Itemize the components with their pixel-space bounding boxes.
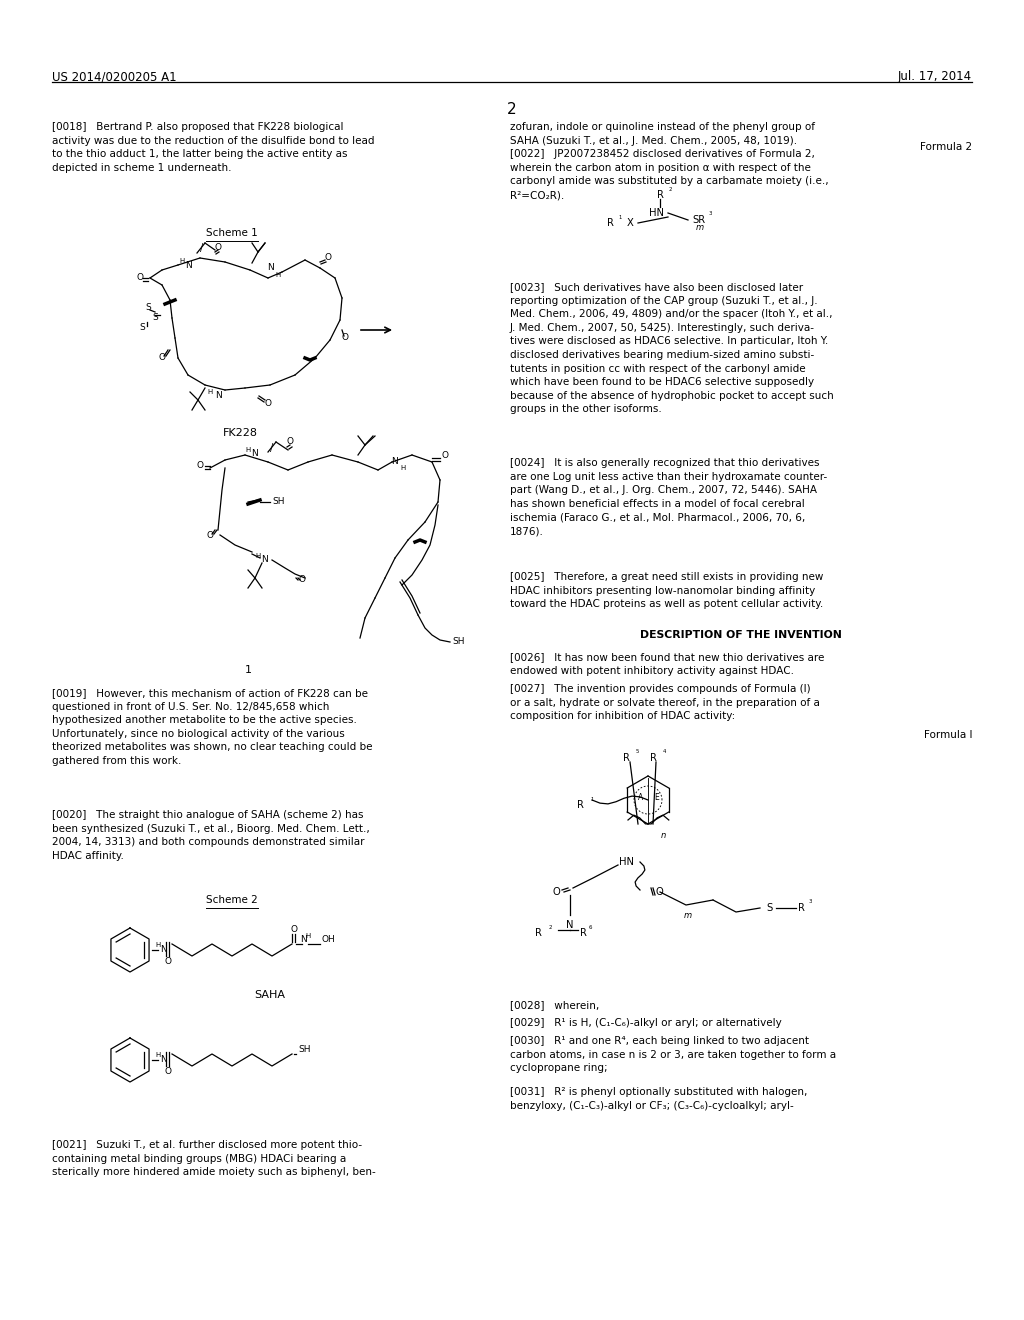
- Text: $^3$: $^3$: [708, 211, 713, 220]
- Text: n: n: [662, 830, 667, 840]
- Text: H: H: [305, 933, 310, 939]
- Text: H: H: [275, 272, 281, 279]
- Text: R: R: [649, 752, 656, 763]
- Text: $^1$: $^1$: [618, 214, 623, 223]
- Text: /: /: [201, 243, 204, 253]
- Text: O: O: [552, 887, 560, 898]
- Text: S: S: [153, 314, 158, 322]
- Text: HN: HN: [618, 857, 634, 867]
- Text: $^2$: $^2$: [548, 924, 553, 933]
- Text: Formula I: Formula I: [924, 730, 972, 741]
- Text: [0028]   wherein,: [0028] wherein,: [510, 1001, 599, 1010]
- Text: N: N: [252, 450, 258, 458]
- Text: m: m: [696, 223, 705, 231]
- Text: [0029]   R¹ is H, (C₁-C₆)-alkyl or aryl; or alternatively: [0029] R¹ is H, (C₁-C₆)-alkyl or aryl; o…: [510, 1018, 781, 1028]
- Text: [0027]   The invention provides compounds of Formula (I)
or a salt, hydrate or s: [0027] The invention provides compounds …: [510, 684, 820, 721]
- Text: FK228: FK228: [222, 428, 257, 438]
- Text: H: H: [208, 389, 213, 395]
- Text: O: O: [214, 243, 221, 252]
- Text: H: H: [156, 942, 161, 948]
- Text: N: N: [160, 1056, 167, 1064]
- Text: O: O: [299, 576, 305, 585]
- Text: N: N: [184, 260, 191, 269]
- Text: [0031]   R² is phenyl optionally substituted with halogen,
benzyloxy, (C₁-C₃)-al: [0031] R² is phenyl optionally substitut…: [510, 1086, 807, 1110]
- Text: zofuran, indole or quinoline instead of the phenyl group of
SAHA (Suzuki T., et : zofuran, indole or quinoline instead of …: [510, 121, 828, 201]
- Text: [0024]   It is also generally recognized that thio derivatives
are one Log unit : [0024] It is also generally recognized t…: [510, 458, 827, 536]
- Text: R: R: [656, 190, 664, 201]
- Text: HN: HN: [648, 209, 664, 218]
- Text: E: E: [654, 792, 659, 801]
- Text: S: S: [139, 323, 144, 333]
- Text: O: O: [207, 531, 213, 540]
- Text: N: N: [215, 392, 221, 400]
- Text: 2: 2: [507, 102, 517, 117]
- Text: Scheme 1: Scheme 1: [206, 228, 258, 238]
- Text: [0025]   Therefore, a great need still exists in providing new
HDAC inhibitors p: [0025] Therefore, a great need still exi…: [510, 572, 823, 610]
- Text: $^2$: $^2$: [668, 186, 673, 195]
- Text: N: N: [391, 457, 398, 466]
- Text: X: X: [627, 218, 634, 228]
- Text: [0020]   The straight thio analogue of SAHA (scheme 2) has
been synthesized (Suz: [0020] The straight thio analogue of SAH…: [52, 810, 370, 861]
- Text: [0023]   Such derivatives have also been disclosed later
reporting optimization : [0023] Such derivatives have also been d…: [510, 282, 834, 414]
- Text: /: /: [270, 444, 273, 453]
- Text: [0026]   It has now been found that new thio derivatives are
endowed with potent: [0026] It has now been found that new th…: [510, 652, 824, 676]
- Text: R: R: [580, 928, 587, 939]
- Text: O: O: [197, 461, 204, 470]
- Text: N: N: [261, 556, 268, 565]
- Text: O: O: [165, 957, 171, 966]
- Text: Scheme 2: Scheme 2: [206, 895, 258, 906]
- Text: 1: 1: [245, 665, 252, 675]
- Text: H: H: [400, 465, 406, 471]
- Text: H: H: [156, 1052, 161, 1059]
- Text: O: O: [165, 1068, 171, 1077]
- Text: R: R: [535, 928, 542, 939]
- Text: O: O: [287, 437, 294, 446]
- Text: O: O: [291, 925, 298, 935]
- Text: N: N: [566, 920, 573, 931]
- Text: O: O: [325, 253, 332, 263]
- Text: H: H: [255, 553, 261, 558]
- Text: R: R: [577, 800, 584, 810]
- Text: [0021]   Suzuki T., et al. further disclosed more potent thio-
containing metal : [0021] Suzuki T., et al. further disclos…: [52, 1140, 376, 1177]
- Text: DESCRIPTION OF THE INVENTION: DESCRIPTION OF THE INVENTION: [640, 630, 842, 640]
- Text: A: A: [638, 792, 644, 801]
- Text: SH: SH: [452, 638, 465, 647]
- Text: O: O: [136, 273, 143, 282]
- Text: $^1$: $^1$: [590, 796, 595, 805]
- Text: $^3$: $^3$: [808, 899, 813, 908]
- Text: H: H: [179, 257, 184, 264]
- Text: OH: OH: [322, 936, 336, 945]
- Text: [0019]   However, this mechanism of action of FK228 can be
questioned in front o: [0019] However, this mechanism of action…: [52, 688, 373, 766]
- Text: N: N: [266, 264, 273, 272]
- Text: O: O: [441, 450, 449, 459]
- Text: N: N: [300, 936, 307, 945]
- Text: O: O: [656, 887, 664, 898]
- Text: SR: SR: [692, 215, 706, 224]
- Text: US 2014/0200205 A1: US 2014/0200205 A1: [52, 70, 176, 83]
- Text: $^6$: $^6$: [588, 924, 593, 933]
- Text: H: H: [246, 447, 251, 453]
- Text: R: R: [798, 903, 805, 913]
- Text: $^4$: $^4$: [662, 748, 668, 758]
- Text: Jul. 17, 2014: Jul. 17, 2014: [898, 70, 972, 83]
- Text: O: O: [341, 334, 348, 342]
- Text: SAHA: SAHA: [255, 990, 286, 1001]
- Text: [0018]   Bertrand P. also proposed that FK228 biological
activity was due to the: [0018] Bertrand P. also proposed that FK…: [52, 121, 375, 173]
- Text: R: R: [606, 218, 613, 228]
- Text: m: m: [684, 911, 692, 920]
- Text: [0030]   R¹ and one R⁴, each being linked to two adjacent
carbon atoms, in case : [0030] R¹ and one R⁴, each being linked …: [510, 1036, 837, 1073]
- Text: S: S: [145, 304, 151, 313]
- Text: Formula 2: Formula 2: [920, 143, 972, 152]
- Text: O: O: [159, 354, 166, 363]
- Text: SH: SH: [272, 498, 285, 507]
- Text: O: O: [264, 399, 271, 408]
- Text: R: R: [623, 752, 630, 763]
- Text: S: S: [766, 903, 772, 913]
- Text: $^5$: $^5$: [635, 748, 640, 758]
- Text: SH: SH: [298, 1045, 310, 1055]
- Text: N: N: [160, 945, 167, 954]
